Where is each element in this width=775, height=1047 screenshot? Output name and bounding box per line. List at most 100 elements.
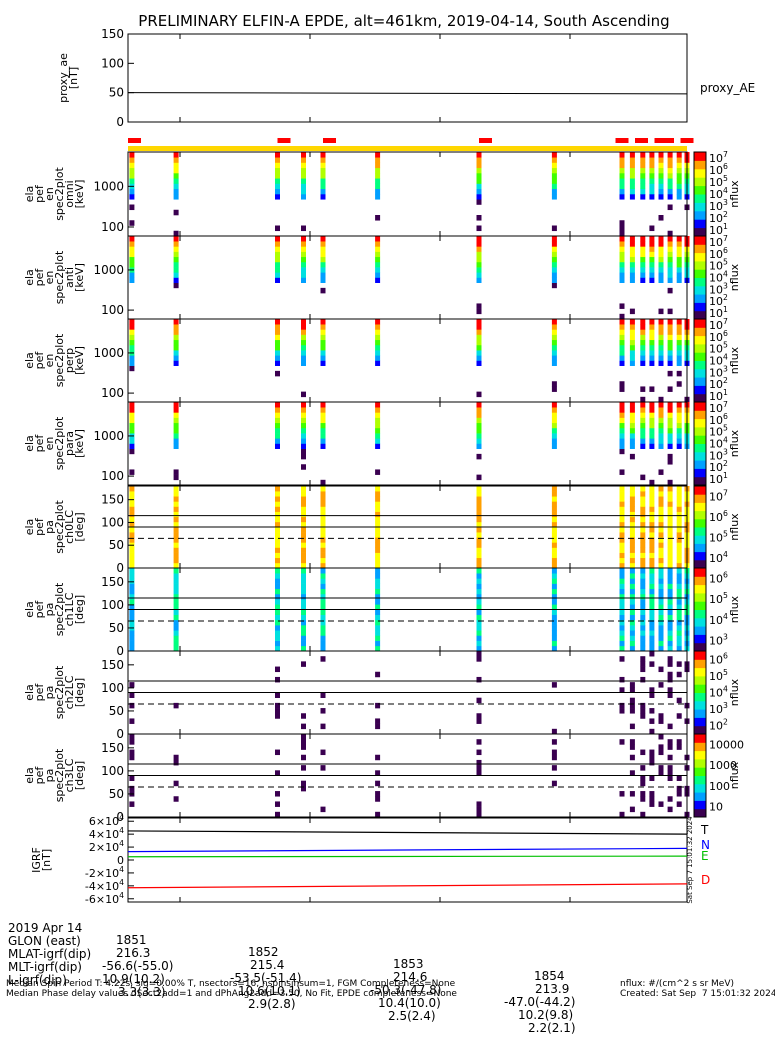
pa-ch1-cell-7-2 [551,635,557,641]
en-spec-anti-cell-10-7 [640,277,646,283]
en-spec-anti-cell-4-10 [320,261,326,268]
pa-ch3-colorbar-cell-8 [694,742,706,752]
en-spec-para-cell-8-11 [619,422,625,429]
en-spec-omni-cell-4-13 [320,162,326,169]
en-spec-anti-cell-6-12 [476,251,482,258]
pa-ch3-cell-12-8 [658,770,664,776]
en-spec-perp-cell-7-12 [551,334,557,341]
en-spec-perp-cell-13-10 [667,344,673,351]
en-spec-perp-cell-8-10 [619,344,625,351]
pa-ch2-cell-9-6 [629,697,635,704]
pa-ch0-cell-13-0 [667,562,673,569]
pa-ch0-cell-5-8 [375,521,381,528]
pa-ch1-cell-10-4 [640,625,646,631]
en-spec-para-cell-2-10 [275,427,280,434]
pa-ch0-cell-14-2 [676,552,682,559]
pa-ch2-colorbar-cell-5 [694,684,706,693]
pa-ch1-cell-3-14 [301,573,306,579]
pa-ch1-cell-10-6 [640,614,646,621]
en-spec-omni-cell-11-15 [649,152,655,158]
pa-ch1-cell-8-0 [619,645,625,652]
pa-ch0-cell-14-4 [676,542,682,548]
pa-ch3-cell-3-9 [301,765,306,771]
en-spec-anti-cell-14-10 [676,261,682,268]
en-spec-omni-cell-6-13 [476,162,482,169]
en-spec-anti-cell-13-13 [667,246,673,252]
en-spec-anti-cell-12-15 [658,236,664,242]
pa-ch1-cell-8-5 [619,619,625,626]
footer-units: nflux: #/(cm^2 s sr MeV) [620,979,734,989]
pa-ch1-cell-13-0 [667,645,673,652]
pa-ch1-cell-8-13 [619,578,625,584]
en-spec-para-cell-5-12 [375,417,381,424]
en-spec-perp-cell-11-12 [649,334,655,341]
pa-ch3-cell-0-14 [129,739,135,745]
pa-ch0-cell-14-14 [676,491,682,497]
en-spec-perp-cell-7-15 [551,319,557,325]
footer-line-1: Median Spin Period T: 4.22s, sig=0.00% T… [6,979,456,989]
pa-ch1-cell-8-12 [619,583,625,590]
en-spec-perp-cell-14-3 [676,381,682,387]
en-spec-omni-cell-8-11 [619,173,625,179]
en-spec-anti-cell-13-8 [667,272,673,278]
en-spec-para-cell-7-7 [551,443,557,449]
pa-ch1-cell-1-2 [173,635,179,641]
en-spec-omni-cell-9-11 [629,173,635,179]
en-spec-anti-cell-5-12 [375,251,381,258]
pa-ch1-cell-7-6 [551,614,557,621]
en-spec-anti-colorbar-cell-6 [694,260,706,270]
pa-ch1-cell-4-11 [320,588,326,595]
en-spec-anti-colorbar-cell-2 [694,294,706,303]
pa-ch1-cell-9-7 [629,609,635,615]
en-spec-omni-cell-10-12 [640,167,646,174]
en-spec-anti-cell-7-8 [551,272,557,278]
pa-ch1-cell-8-11 [619,588,625,595]
proxy-ae-ylabel-line-1: [nT] [67,67,80,89]
en-spec-perp-cell-10-14 [640,324,646,330]
pa-ch3-ytick-label-0: 0 [116,810,124,824]
pa-ch1-cell-1-13 [173,578,179,584]
pa-ch0-colorbar-cell-1 [694,551,706,561]
en-spec-anti-cell-10-15 [640,236,646,242]
en-spec-omni-cell-6-9 [476,183,482,190]
en-spec-omni-colorbar-cell-3 [694,202,706,212]
proxy-ae-series-label: proxy_AE [700,81,755,95]
pa-ch3-colorbar-tick-2: 1000 [709,759,737,772]
status-bar-red-3 [479,138,492,143]
pa-ch2-cell-6-15 [476,651,482,657]
en-spec-anti-cell-4-5 [320,287,326,294]
en-spec-anti-cell-12-7 [658,277,664,283]
pa-ch3-cell-2-12 [275,749,280,756]
pa-ch0-cell-5-0 [375,562,381,569]
en-spec-perp-cell-5-11 [375,339,381,346]
en-spec-perp-cell-9-13 [629,329,635,335]
pa-ch0-cell-11-7 [649,527,655,533]
pa-ch1-cell-7-15 [551,568,557,574]
pa-ch0-cell-9-7 [629,527,635,533]
pa-ch0-cell-10-5 [640,537,646,543]
en-spec-omni-cell-8-15 [619,152,625,158]
en-spec-perp-cell-1-9 [173,350,179,356]
en-spec-para-cell-13-8 [667,438,673,444]
en-spec-para-cell-3-7 [301,443,306,449]
annotation-l-val-3: 2.5(2.4) [388,1009,436,1023]
en-spec-omni-cell-7-8 [551,188,557,195]
en-spec-para-cell-5-11 [375,422,381,429]
pa-ch0-colorbar-cell-4 [694,527,706,536]
en-spec-para-colorbar-cell-3 [694,451,706,461]
pa-ch3-colorbar-cell-2 [694,792,706,801]
pa-ch1-cell-11-0 [649,645,655,652]
pa-ch1-cell-0-10 [129,593,135,600]
pa-ch2-cell-6-6 [476,697,482,704]
pa-ch1-cell-10-7 [640,609,646,615]
pa-ch0-cell-1-2 [173,552,179,559]
en-spec-para-cell-9-14 [629,407,635,413]
en-spec-omni-cell-9-9 [629,183,635,190]
en-spec-para-cell-7-12 [551,417,557,424]
en-spec-perp-colorbar-cell-0 [694,393,706,403]
en-spec-omni-cell-12-7 [658,194,664,200]
pa-ch3-cell-5-8 [375,770,381,776]
pa-ch3-cell-12-13 [658,744,664,750]
annotation-mlt-val-4: 10.2(9.8) [518,1008,574,1022]
